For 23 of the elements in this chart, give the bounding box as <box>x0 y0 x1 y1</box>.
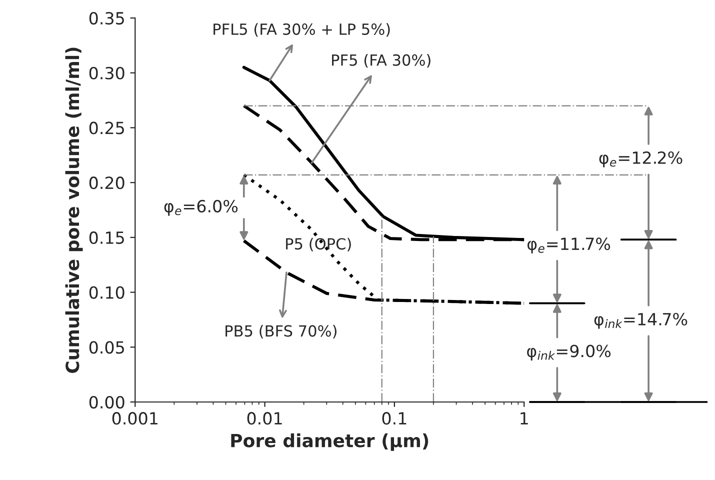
x-tick-label: 0.1 <box>382 412 406 425</box>
y-tick-label: 0.05 <box>89 341 124 354</box>
y-tick-label: 0.00 <box>89 396 124 409</box>
text: φ$_{e}$=12.2% <box>599 151 682 168</box>
x-tick-label: 1 <box>520 412 528 424</box>
y-axis-title: Cumulative pore volume (ml/ml) <box>65 48 83 373</box>
text: PFL5 (FA 30% + LP 5%) <box>214 23 390 37</box>
text: φ$_{e}$=11.7% <box>527 238 610 254</box>
y-tick-label: 0.25 <box>89 122 124 134</box>
y-tick-label: 0.35 <box>89 12 124 25</box>
y-tick-label: 0.15 <box>89 231 124 244</box>
text: φ$_{ink}$=9.0% <box>527 344 611 361</box>
y-tick-label: 0.30 <box>89 66 124 80</box>
text: φ$_{ink}$=14.7% <box>594 312 688 329</box>
y-tick-label: 0.10 <box>89 286 124 299</box>
series-label: P5 (OPC) <box>286 238 351 252</box>
x-tick-label: 0.01 <box>247 412 282 425</box>
y-tick-label: 0.20 <box>89 176 124 190</box>
series-label: PB5 (BFS 70%) <box>226 324 336 338</box>
x-tick-label: 0.001 <box>112 412 158 425</box>
annotation: φ$_{e}$=6.0% <box>164 200 238 216</box>
text: PF5 (FA 30%) <box>332 54 430 68</box>
x-axis-title: Pore diameter (µm) <box>231 433 428 451</box>
